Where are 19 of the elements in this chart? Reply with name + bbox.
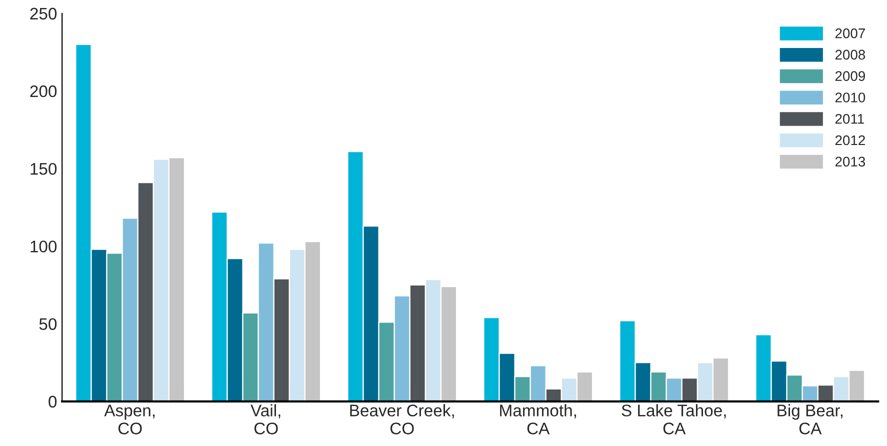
legend-label: 2011 <box>835 114 864 124</box>
x-tick-label: Aspen, CO <box>104 404 155 434</box>
y-tick-label: 100 <box>30 240 57 252</box>
y-tick-label: 0 <box>48 396 57 408</box>
x-tick-label: S Lake Tahoe, CA <box>622 404 726 434</box>
legend-label: 2007 <box>835 28 865 38</box>
legend-label: 2008 <box>835 50 866 60</box>
x-tick-label: Vail, CO <box>250 404 280 434</box>
y-tick-label: 250 <box>30 8 57 20</box>
y-tick-label: 200 <box>30 85 57 98</box>
legend-label: 2009 <box>835 71 865 82</box>
x-tick-label: Big Bear, CA <box>778 404 842 434</box>
legend-label: 2012 <box>835 135 865 146</box>
x-tick-label: Mammoth, CA <box>500 404 576 434</box>
y-tick-label: 50 <box>39 318 57 330</box>
y-tick-label: 150 <box>30 162 57 175</box>
x-tick-label: Beaver Creek, CO <box>350 404 454 434</box>
legend-label: 2010 <box>835 92 866 102</box>
legend-label: 2013 <box>835 156 866 167</box>
